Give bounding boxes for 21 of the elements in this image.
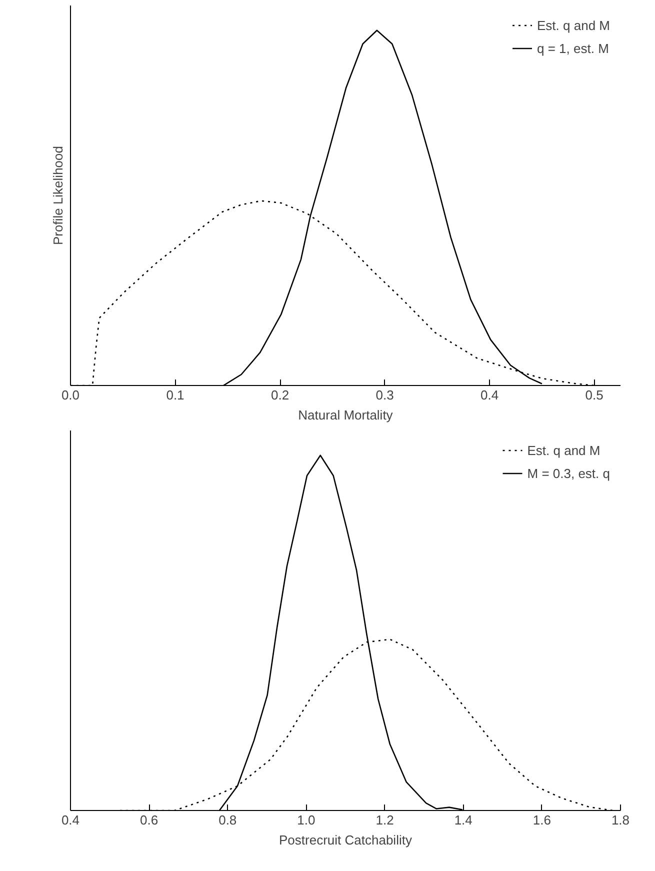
- x-tick-label: 0.4: [61, 812, 80, 828]
- x-tick-label: 1.6: [532, 812, 551, 828]
- x-axis-title: Postrecruit Catchability: [279, 832, 412, 848]
- x-tick-label: 1.0: [297, 812, 316, 828]
- x-tick-label: 0.2: [270, 388, 290, 402]
- x-tick-label: 0.0: [61, 388, 80, 402]
- x-tick-label: 1.8: [611, 812, 630, 828]
- legend-label: Est. q and M: [537, 18, 610, 32]
- x-tick-label: 1.2: [376, 812, 394, 828]
- x-tick-label: 0.8: [218, 812, 237, 828]
- legend-label: Est. q and M: [527, 442, 600, 458]
- legend-label: q = 1, est. M: [537, 40, 609, 56]
- x-tick-label: 0.4: [480, 388, 499, 402]
- x-tick-label: 0.6: [140, 812, 158, 828]
- x-tick-label: 0.5: [585, 388, 604, 402]
- legend-label: M = 0.3, est. q: [527, 466, 610, 480]
- y-axis-title: Profile Likelihood: [50, 146, 66, 245]
- x-tick-label: 1.4: [454, 812, 472, 828]
- x-tick-label: 0.3: [376, 388, 394, 402]
- x-axis-title: Natural Mortality: [298, 408, 394, 422]
- x-tick-label: 0.1: [166, 388, 184, 402]
